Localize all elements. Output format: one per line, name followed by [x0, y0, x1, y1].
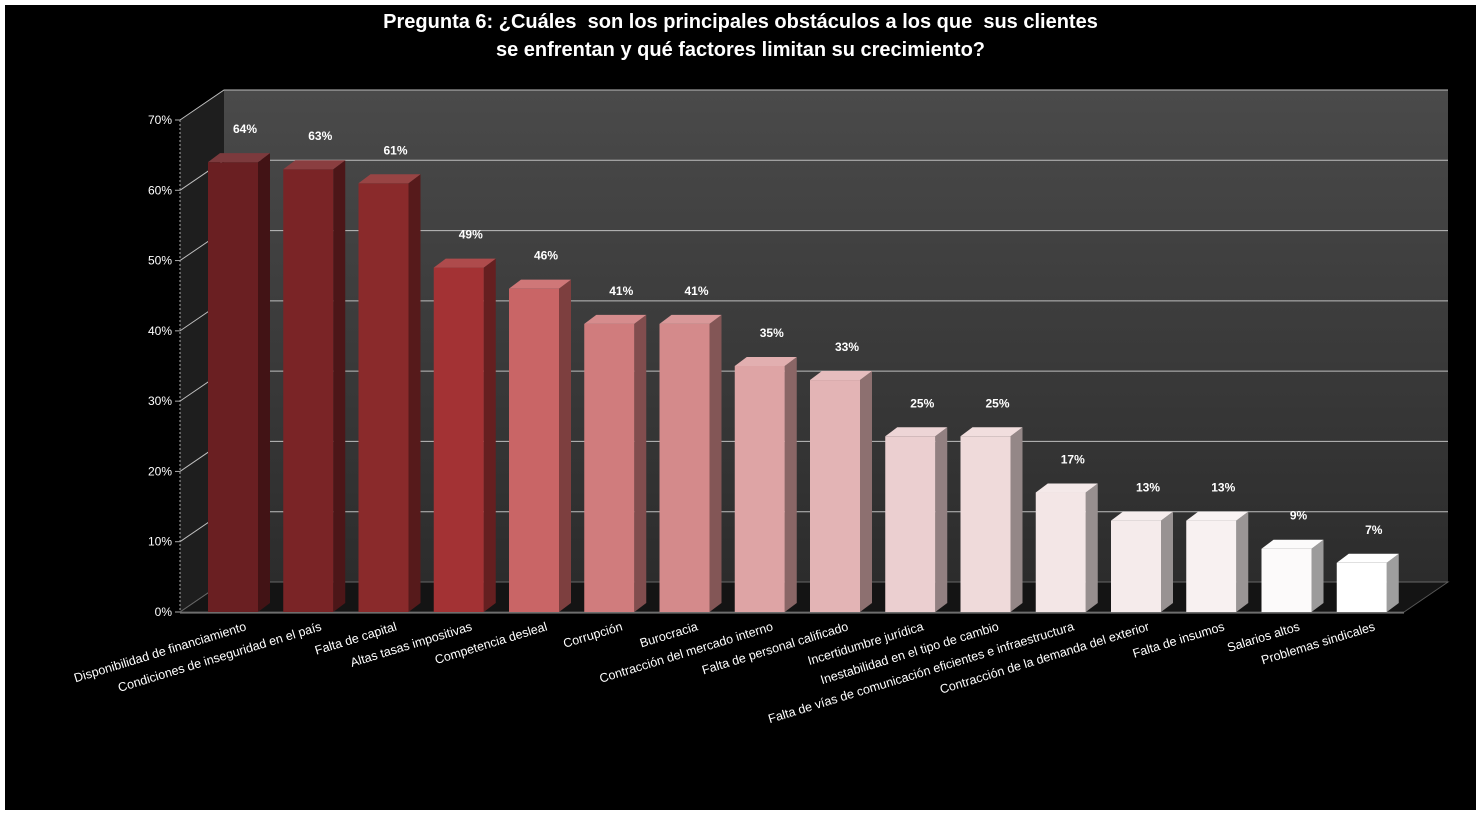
data-labels: 64% 63% 61% 49% 46% 41% 41% 35% 33% 25% 25% 17% 13% 1…	[233, 122, 1383, 537]
bar-top	[1111, 511, 1173, 521]
bar-side	[408, 174, 421, 612]
bars	[208, 153, 1399, 612]
bar-side	[1311, 539, 1324, 612]
x-axis-labels: Disponibilidad de financiamientoCondicio…	[72, 619, 1376, 726]
bar-top	[584, 314, 647, 324]
bar-front	[885, 436, 936, 612]
bar-side	[1010, 427, 1023, 612]
bar-front	[1035, 492, 1086, 612]
bar-top	[1336, 553, 1399, 563]
bar-side	[1236, 511, 1249, 612]
data-label: 61%	[383, 143, 407, 157]
gridline	[179, 89, 1448, 121]
bar	[584, 314, 647, 612]
chart-title-line-2: se enfrentan y qué factores limitan su c…	[495, 39, 986, 61]
bar	[1111, 511, 1173, 612]
y-tick-label: 20%	[148, 464, 172, 478]
bar	[885, 427, 948, 612]
bar-front	[960, 436, 1011, 612]
y-tick-label: 70%	[148, 113, 172, 127]
data-label: 41%	[609, 284, 633, 298]
bar-side	[634, 314, 647, 612]
bar-top	[960, 427, 1023, 437]
bar-top	[358, 174, 421, 184]
bar-top	[1261, 539, 1324, 549]
bar-top	[734, 357, 797, 366]
bar-side	[935, 427, 948, 612]
data-label: 13%	[1136, 481, 1160, 495]
bar-front	[433, 267, 484, 612]
bar-side	[258, 153, 270, 612]
bar	[1186, 511, 1249, 612]
data-label: 33%	[835, 340, 859, 354]
bar	[283, 160, 346, 612]
y-tick-label: 40%	[148, 324, 172, 338]
bar-top	[433, 258, 496, 268]
y-tick-label: 50%	[148, 254, 172, 268]
data-label: 9%	[1290, 509, 1308, 523]
bar	[734, 357, 797, 612]
y-axis: 0% 10% 20% 30% 40% 50% 60% 70%	[148, 113, 181, 619]
bar-front	[358, 183, 409, 612]
bar-top	[208, 153, 270, 163]
data-label: 7%	[1365, 523, 1383, 537]
bar-top	[1186, 511, 1249, 521]
bar-front	[1261, 548, 1312, 612]
bar-side	[784, 357, 797, 612]
bar	[358, 174, 421, 612]
data-label: 25%	[910, 396, 934, 410]
data-label: 64%	[233, 122, 257, 136]
chart-title: Pregunta 6: ¿Cuáles son los principales …	[0, 8, 1481, 64]
bar-top	[659, 314, 722, 324]
data-label: 41%	[684, 284, 708, 298]
bar-side	[1161, 511, 1173, 612]
bar-side	[333, 160, 346, 612]
data-label: 25%	[985, 396, 1009, 410]
bar-front	[810, 380, 860, 612]
bar-front	[1186, 520, 1237, 612]
bar-side	[709, 314, 722, 612]
data-label: 13%	[1211, 481, 1235, 495]
bar	[1261, 539, 1324, 612]
bar-front	[734, 366, 785, 612]
bar	[810, 371, 872, 612]
bar-front	[283, 169, 334, 612]
chart-title-line-1: Pregunta 6: ¿Cuáles son los principales …	[383, 11, 1098, 33]
bar	[1336, 553, 1399, 612]
bar	[208, 153, 270, 612]
data-label: 63%	[308, 129, 332, 143]
x-tick-label: Corrupción	[562, 619, 625, 650]
bar-top	[810, 371, 872, 381]
bar	[659, 314, 722, 612]
bar-front	[1336, 562, 1387, 612]
bar	[1035, 483, 1098, 612]
bar-front	[584, 323, 635, 612]
y-tick-label: 60%	[148, 183, 172, 197]
bar-top	[1035, 483, 1098, 493]
bar-top	[885, 427, 948, 437]
bar	[509, 279, 571, 612]
bar-top	[509, 279, 571, 289]
bar-front	[659, 323, 710, 612]
data-label: 17%	[1061, 453, 1085, 467]
bar-front	[509, 288, 559, 612]
bar	[433, 258, 496, 612]
bar	[960, 427, 1023, 612]
y-tick-label: 0%	[155, 605, 173, 619]
bar-front	[1111, 520, 1161, 612]
bar-side	[1085, 483, 1098, 612]
bar-side	[483, 258, 496, 612]
bar-side	[559, 279, 571, 612]
bar-front	[208, 162, 258, 612]
bar-top	[283, 160, 346, 170]
data-label: 46%	[534, 249, 558, 263]
bar-side	[1386, 553, 1399, 612]
y-tick-label: 30%	[148, 394, 172, 408]
data-label: 49%	[459, 228, 483, 242]
data-label: 35%	[760, 326, 784, 340]
bar-side	[860, 371, 872, 612]
y-tick-label: 10%	[148, 535, 172, 549]
